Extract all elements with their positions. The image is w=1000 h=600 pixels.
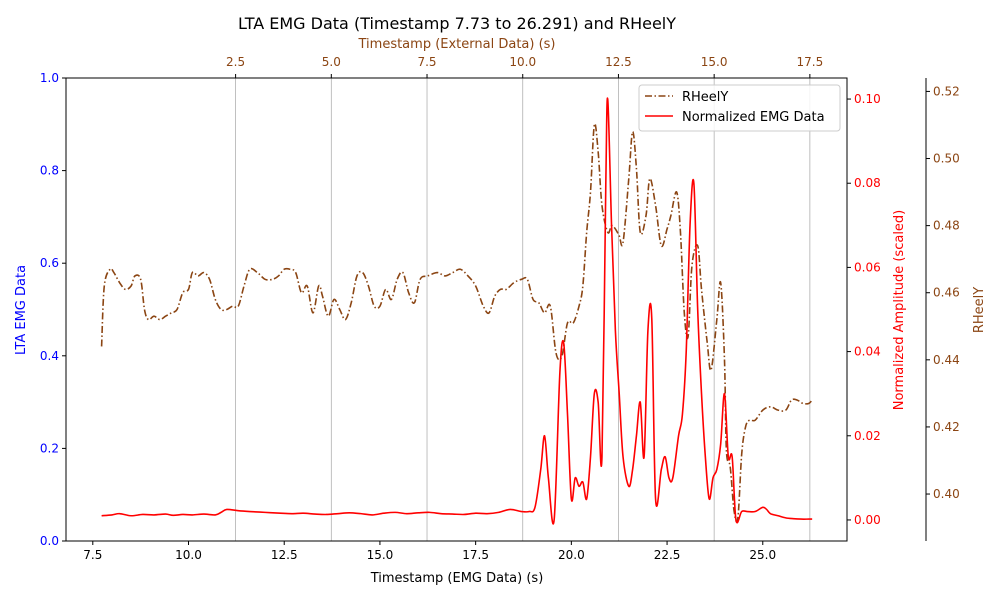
x-top-tick-label: 7.5 xyxy=(417,55,436,69)
y-right1-tick-label: 0.10 xyxy=(854,92,881,106)
y-right2-tick-label: 0.50 xyxy=(933,152,960,166)
y-left-tick-label: 0.6 xyxy=(40,256,59,270)
x-top-tick-label: 12.5 xyxy=(605,55,632,69)
x-bottom-tick-label: 10.0 xyxy=(175,548,202,562)
y-right2-axis-label: RHeelY xyxy=(972,287,987,333)
x-top-tick-label: 15.0 xyxy=(701,55,728,69)
legend-label-rheely: RHeelY xyxy=(682,90,728,105)
y-right2-tick-label: 0.48 xyxy=(933,219,960,233)
legend: RHeelY Normalized EMG Data xyxy=(638,84,841,132)
x-bottom-tick-label: 22.5 xyxy=(654,548,681,562)
x-bottom-tick-label: 25.0 xyxy=(749,548,776,562)
y-left-tick-label: 0.0 xyxy=(40,534,59,548)
x-top-tick-label: 10.0 xyxy=(509,55,536,69)
x-top-tick-label: 5.0 xyxy=(322,55,341,69)
series-layer xyxy=(100,97,813,525)
grid-layer xyxy=(235,78,811,541)
y-right1-axis-label: Normalized Amplitude (scaled) xyxy=(892,210,907,411)
x-top-axis-label: Timestamp (External Data) (s) xyxy=(358,37,556,52)
legend-box xyxy=(638,84,841,132)
series-line-normalized-emg-data xyxy=(101,97,813,525)
x-bottom-tick-label: 17.5 xyxy=(462,548,489,562)
x-bottom-tick-label: 12.5 xyxy=(271,548,298,562)
axis-layer: 2.5 5.0 7.5 10.0 12.5 15.0 17.5 7.5 10.0 12.5 15.0… xyxy=(40,55,960,562)
y-right1-tick-label: 0.04 xyxy=(854,345,881,359)
y-right2-tick-label: 0.44 xyxy=(933,353,960,367)
y-left-tick-label: 0.4 xyxy=(40,349,59,363)
y-right1-tick-label: 0.08 xyxy=(854,176,881,190)
y-left-axis-label: LTA EMG Data xyxy=(14,265,29,355)
x-bottom-axis-label: Timestamp (EMG Data) (s) xyxy=(370,571,544,586)
x-bottom-tick-label: 7.5 xyxy=(83,548,102,562)
y-right2-tick-label: 0.40 xyxy=(933,487,960,501)
y-right2-tick-label: 0.46 xyxy=(933,286,960,300)
chart-title: LTA EMG Data (Timestamp 7.73 to 26.291) … xyxy=(238,14,676,33)
y-right2-tick-label: 0.42 xyxy=(933,420,960,434)
x-top-tick-label: 2.5 xyxy=(226,55,245,69)
y-left-tick-label: 1.0 xyxy=(40,71,59,85)
x-top-tick-label: 17.5 xyxy=(797,55,824,69)
x-bottom-tick-label: 15.0 xyxy=(367,548,394,562)
y-left-tick-label: 0.2 xyxy=(40,441,59,455)
y-left-tick-label: 0.8 xyxy=(40,164,59,178)
y-right1-tick-label: 0.02 xyxy=(854,429,881,443)
x-bottom-tick-label: 20.0 xyxy=(558,548,585,562)
y-right1-tick-label: 0.00 xyxy=(854,513,881,527)
plot-frame xyxy=(65,77,848,542)
y-right1-tick-label: 0.06 xyxy=(854,260,881,274)
legend-label-emg: Normalized EMG Data xyxy=(682,110,825,125)
y-right2-tick-label: 0.52 xyxy=(933,84,960,98)
series-line-rheely xyxy=(100,122,813,523)
